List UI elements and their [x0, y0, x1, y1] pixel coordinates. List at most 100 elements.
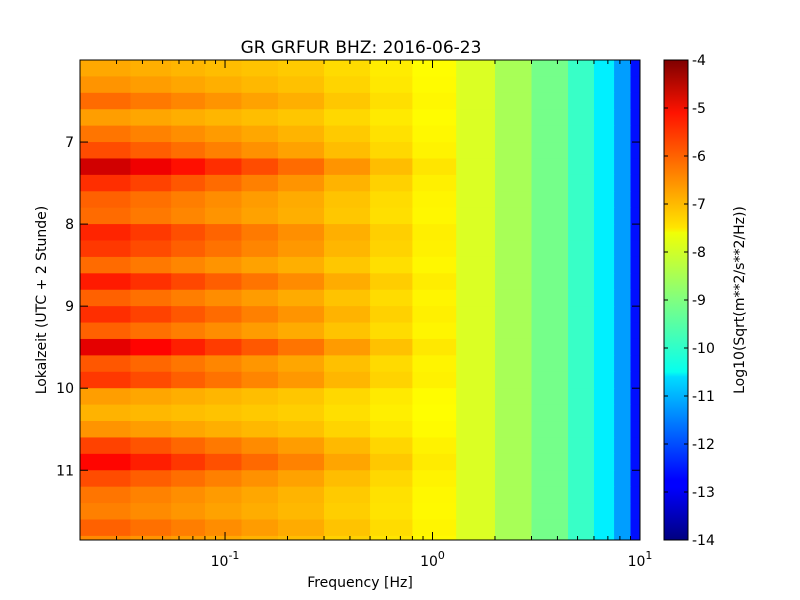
y-axis-label: Lokalzeit (UTC + 2 Stunde): [34, 206, 50, 395]
heatmap-cell: [568, 109, 595, 127]
heatmap-cell: [412, 273, 457, 291]
heatmap-cell: [130, 437, 172, 455]
heatmap-cell: [494, 191, 533, 209]
heatmap-cell: [171, 322, 206, 340]
heatmap-cell: [171, 289, 206, 307]
heatmap-cell: [324, 486, 371, 504]
heatmap-cell: [494, 421, 533, 439]
heatmap-cell: [370, 535, 413, 540]
heatmap-cell: [277, 421, 325, 439]
heatmap-cell: [80, 421, 132, 439]
y-axis: 7 8 9 10 11: [56, 135, 640, 479]
heatmap-cell: [494, 125, 533, 143]
heatmap-cell: [456, 421, 496, 439]
heatmap-cell: [130, 142, 172, 160]
heatmap-cell: [412, 437, 457, 455]
heatmap-cell: [80, 142, 132, 160]
heatmap-cell: [241, 519, 279, 537]
heatmap-cell: [370, 76, 413, 94]
heatmap-cell: [80, 289, 132, 307]
heatmap-cell: [171, 191, 206, 209]
heatmap-cell: [593, 240, 615, 258]
heatmap-cell: [630, 289, 640, 307]
heatmap-cell: [456, 256, 496, 274]
heatmap-cell: [494, 388, 533, 406]
heatmap-cell: [130, 503, 172, 521]
heatmap-cell: [130, 519, 172, 537]
heatmap-cell: [80, 322, 132, 340]
heatmap-cell: [593, 371, 615, 389]
heatmap-cell: [324, 289, 371, 307]
heatmap-cell: [130, 60, 172, 78]
heatmap-cell: [204, 453, 243, 471]
heatmap-cell: [277, 191, 325, 209]
heatmap-cell: [241, 60, 279, 78]
heatmap-cell: [241, 109, 279, 127]
x-tick-label: 101: [628, 549, 653, 570]
heatmap-cell: [614, 503, 632, 521]
heatmap-cell: [204, 109, 243, 127]
heatmap-cell: [593, 535, 615, 540]
plot-frame: [79, 59, 641, 541]
heatmap-cell: [241, 535, 279, 540]
heatmap-cell: [80, 158, 132, 176]
heatmap-cell: [370, 421, 413, 439]
heatmap-cell: [593, 224, 615, 242]
colorbar-tick-label: -5: [692, 101, 706, 117]
heatmap-cell: [593, 453, 615, 471]
heatmap-cell: [412, 240, 457, 258]
heatmap-cell: [204, 289, 243, 307]
chart-title: GR GRFUR BHZ: 2016-06-23: [241, 38, 482, 58]
heatmap-cell: [130, 306, 172, 324]
heatmap-cell: [412, 109, 457, 127]
heatmap-cell: [531, 92, 569, 110]
heatmap-cell: [531, 142, 569, 160]
heatmap-cell: [80, 355, 132, 373]
heatmap-cell: [241, 256, 279, 274]
x-tick-label: 10-1: [211, 549, 240, 570]
heatmap-cell: [630, 371, 640, 389]
heatmap-cell: [412, 224, 457, 242]
heatmap-cell: [130, 240, 172, 258]
heatmap-cell: [456, 437, 496, 455]
heatmap-cell: [277, 388, 325, 406]
heatmap-cell: [370, 519, 413, 537]
heatmap-cell: [370, 355, 413, 373]
heatmap-cell: [614, 338, 632, 356]
heatmap-cell: [370, 256, 413, 274]
heatmap-cell: [324, 322, 371, 340]
heatmap-cell: [568, 338, 595, 356]
heatmap-cell: [568, 174, 595, 192]
heatmap-cell: [130, 191, 172, 209]
heatmap-cell: [324, 535, 371, 540]
heatmap-cell: [324, 224, 371, 242]
heatmap-cell: [324, 174, 371, 192]
heatmap-cell: [614, 388, 632, 406]
heatmap-cell: [241, 240, 279, 258]
heatmap-cell: [494, 142, 533, 160]
heatmap-cell: [531, 224, 569, 242]
heatmap-cell: [593, 256, 615, 274]
heatmap-cell: [593, 470, 615, 488]
heatmap-cell: [568, 519, 595, 537]
heatmap-cell: [531, 240, 569, 258]
heatmap-cell: [370, 207, 413, 225]
heatmap-cell: [171, 207, 206, 225]
heatmap-cell: [412, 60, 457, 78]
heatmap-cell: [277, 273, 325, 291]
heatmap-cell: [80, 191, 132, 209]
heatmap-cell: [204, 92, 243, 110]
heatmap-cell: [204, 60, 243, 78]
heatmap-cell: [531, 191, 569, 209]
heatmap-cell: [593, 92, 615, 110]
heatmap-cell: [412, 355, 457, 373]
heatmap-cell: [630, 174, 640, 192]
heatmap-cell: [630, 503, 640, 521]
heatmap-cell: [80, 256, 132, 274]
heatmap-cell: [456, 453, 496, 471]
heatmap-cell: [204, 191, 243, 209]
heatmap-cell: [614, 92, 632, 110]
y-tick-label: 9: [65, 299, 74, 315]
heatmap-cell: [531, 355, 569, 373]
